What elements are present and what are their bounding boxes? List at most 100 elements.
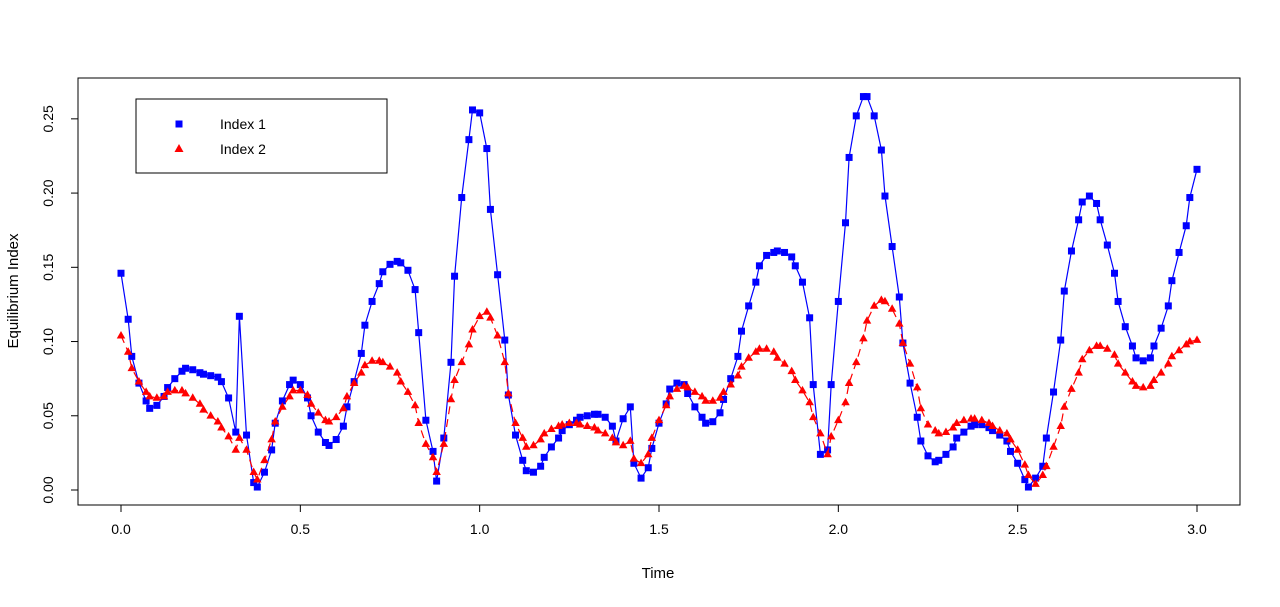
x-axis-label: Time (642, 565, 675, 582)
data-point (475, 311, 484, 320)
data-point (225, 394, 233, 402)
data-point (163, 387, 172, 395)
data-point (565, 418, 574, 427)
data-point (1157, 324, 1165, 332)
data-point (917, 437, 925, 445)
data-point (733, 371, 743, 379)
data-point (512, 431, 520, 439)
x-tick-label: 0.5 (291, 521, 311, 537)
data-point (762, 344, 771, 352)
data-point (1014, 459, 1022, 467)
data-point (457, 357, 466, 366)
data-point (834, 297, 842, 305)
data-point (182, 364, 190, 372)
data-point (518, 433, 527, 441)
data-point (152, 393, 162, 401)
data-point (655, 419, 663, 427)
data-point (145, 391, 154, 400)
data-point (590, 410, 598, 418)
data-point (117, 269, 125, 277)
data-point (464, 339, 474, 348)
data-point (1131, 381, 1141, 389)
y-axis-label: Equilibrium Index (5, 233, 22, 349)
data-point (267, 434, 276, 443)
data-point (235, 433, 244, 441)
data-point (1003, 437, 1011, 445)
data-point (601, 413, 609, 421)
data-point (288, 385, 298, 394)
data-point (195, 399, 205, 407)
data-point (1111, 269, 1119, 277)
data-point (701, 396, 710, 404)
data-point (770, 248, 778, 256)
data-point (250, 479, 258, 487)
data-point (296, 385, 305, 394)
data-point (379, 268, 387, 276)
data-point (529, 440, 538, 449)
data-point (773, 247, 781, 255)
data-point (905, 359, 915, 367)
data-point (1031, 479, 1040, 487)
data-point (128, 352, 136, 360)
data-point (1049, 442, 1058, 450)
data-point (1164, 359, 1173, 367)
data-point (332, 436, 340, 444)
data-point (959, 415, 969, 424)
data-point (468, 325, 477, 333)
data-point (1139, 357, 1147, 365)
data-point (127, 363, 137, 372)
data-point (852, 112, 860, 120)
data-point (870, 112, 878, 120)
data-point (214, 373, 222, 381)
data-point (447, 358, 455, 366)
data-point (763, 251, 771, 259)
data-point (989, 427, 997, 435)
data-point (665, 391, 675, 400)
data-point (806, 314, 814, 322)
data-point (1132, 354, 1140, 362)
series-layer (116, 93, 1202, 491)
data-point (547, 443, 555, 451)
data-point (816, 450, 824, 458)
data-point (536, 434, 545, 443)
data-point (367, 356, 377, 364)
data-point (834, 415, 843, 424)
data-point (1146, 381, 1155, 389)
data-point (1110, 350, 1119, 358)
data-point (1193, 165, 1201, 173)
data-point (698, 413, 706, 421)
data-point (439, 439, 449, 447)
data-point (206, 411, 215, 419)
data-point (1103, 344, 1112, 352)
data-point (433, 477, 441, 485)
data-point (181, 388, 190, 397)
data-point (486, 313, 495, 321)
data-point (916, 403, 926, 412)
legend-label: Index 1 (220, 116, 266, 132)
data-point (923, 420, 933, 428)
data-point (948, 422, 958, 431)
data-point (643, 449, 653, 458)
data-point (715, 393, 725, 401)
data-point (661, 400, 671, 409)
data-point (404, 266, 412, 274)
data-point (213, 417, 223, 425)
data-point (791, 375, 800, 383)
data-point (116, 330, 126, 339)
data-point (1057, 336, 1065, 344)
data-point (1024, 470, 1033, 479)
data-point (1013, 445, 1022, 453)
data-point (199, 405, 208, 413)
data-point (231, 445, 241, 453)
data-point (199, 370, 207, 378)
data-point (791, 262, 799, 270)
data-point (934, 428, 944, 437)
data-point (1185, 336, 1195, 345)
data-point (1113, 359, 1123, 367)
data-point (823, 449, 832, 458)
data-point (1095, 341, 1105, 349)
legend-label: Index 2 (220, 141, 266, 157)
data-point (600, 428, 610, 437)
data-point (260, 468, 268, 476)
